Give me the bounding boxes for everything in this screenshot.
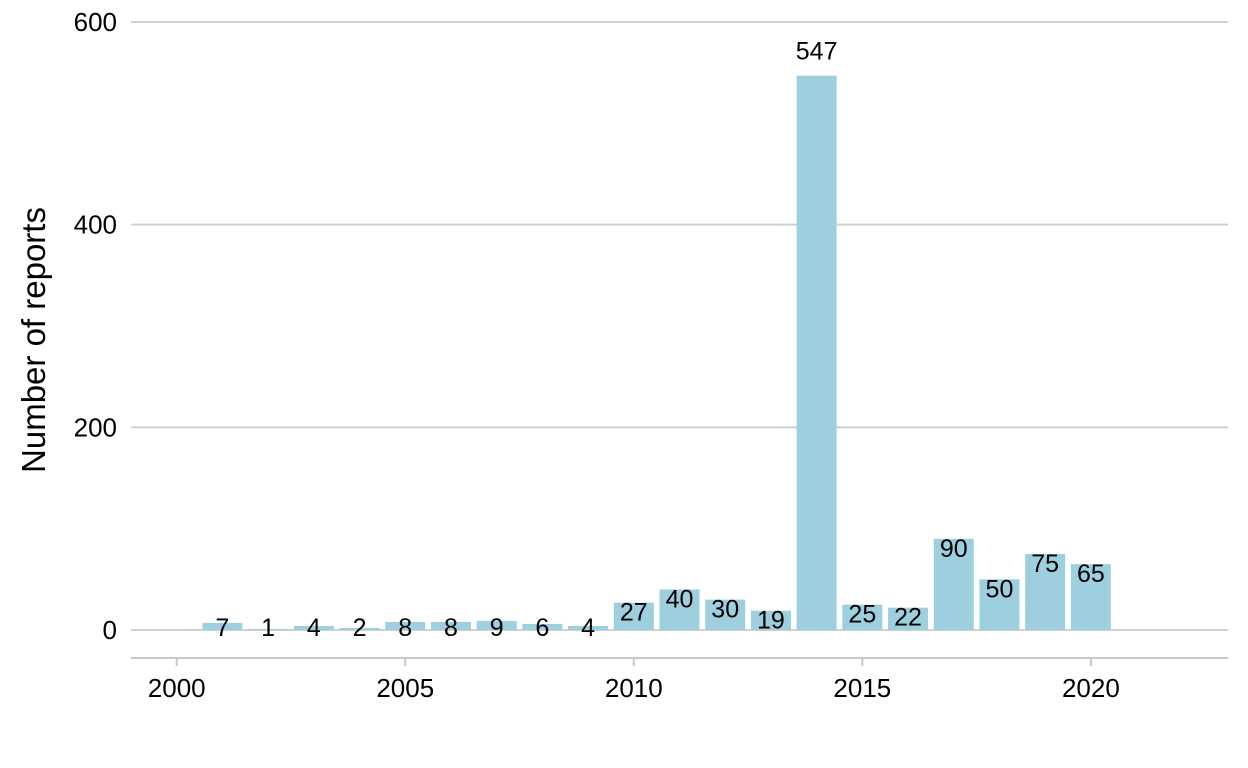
bar bbox=[202, 622, 243, 630]
data-label: 40 bbox=[666, 585, 694, 613]
data-label: 30 bbox=[711, 596, 739, 624]
bar bbox=[293, 625, 334, 630]
bar bbox=[979, 579, 1020, 630]
bar bbox=[1070, 564, 1111, 630]
bar bbox=[888, 607, 929, 630]
bar bbox=[659, 589, 700, 630]
bar bbox=[430, 621, 471, 630]
bar bbox=[1025, 554, 1066, 630]
bar bbox=[750, 610, 791, 630]
bar bbox=[385, 621, 426, 630]
bar bbox=[705, 599, 746, 630]
data-label: 1 bbox=[261, 614, 275, 642]
bar bbox=[613, 602, 654, 630]
data-label: 2 bbox=[353, 614, 367, 642]
data-label: 9 bbox=[490, 614, 504, 642]
x-tick-label: 2000 bbox=[148, 673, 206, 703]
data-label: 75 bbox=[1031, 550, 1059, 578]
axes: 0 200 400 600 2000 2005 2010 2015 2020 bbox=[74, 7, 1228, 703]
bar bbox=[842, 604, 883, 630]
x-tick-label: 2005 bbox=[376, 673, 434, 703]
bar bbox=[796, 75, 837, 630]
data-label: 8 bbox=[398, 614, 412, 642]
data-label: 65 bbox=[1077, 560, 1105, 588]
x-tick-label: 2020 bbox=[1062, 673, 1120, 703]
bars bbox=[202, 75, 1111, 630]
data-labels: 7 1 4 2 8 8 9 6 4 27 40 30 19 547 25 22 90 50 75 65 bbox=[215, 38, 1104, 642]
data-label: 25 bbox=[848, 601, 876, 629]
bar bbox=[568, 625, 609, 630]
data-label: 547 bbox=[796, 38, 838, 66]
data-label: 19 bbox=[757, 607, 785, 635]
y-tick-label: 400 bbox=[74, 210, 117, 240]
y-axis-title: Number of reports bbox=[15, 207, 52, 473]
data-label: 50 bbox=[986, 575, 1014, 603]
data-label: 8 bbox=[444, 614, 458, 642]
x-tick-label: 2015 bbox=[833, 673, 891, 703]
x-tick-label: 2010 bbox=[605, 673, 663, 703]
data-label: 27 bbox=[620, 599, 648, 627]
data-label: 4 bbox=[581, 614, 595, 642]
data-label: 6 bbox=[535, 614, 549, 642]
bar bbox=[476, 620, 517, 630]
y-tick-label: 0 bbox=[103, 615, 117, 645]
grid-lines bbox=[131, 21, 1228, 631]
y-tick-label: 600 bbox=[74, 7, 117, 37]
bar bbox=[522, 623, 563, 630]
data-label: 7 bbox=[215, 614, 229, 642]
bar bbox=[248, 628, 289, 630]
data-label: 90 bbox=[940, 535, 968, 563]
y-tick-label: 200 bbox=[74, 412, 117, 442]
data-label: 22 bbox=[894, 604, 922, 632]
bar bbox=[933, 538, 974, 630]
bar bbox=[339, 627, 380, 630]
data-label: 4 bbox=[307, 614, 321, 642]
